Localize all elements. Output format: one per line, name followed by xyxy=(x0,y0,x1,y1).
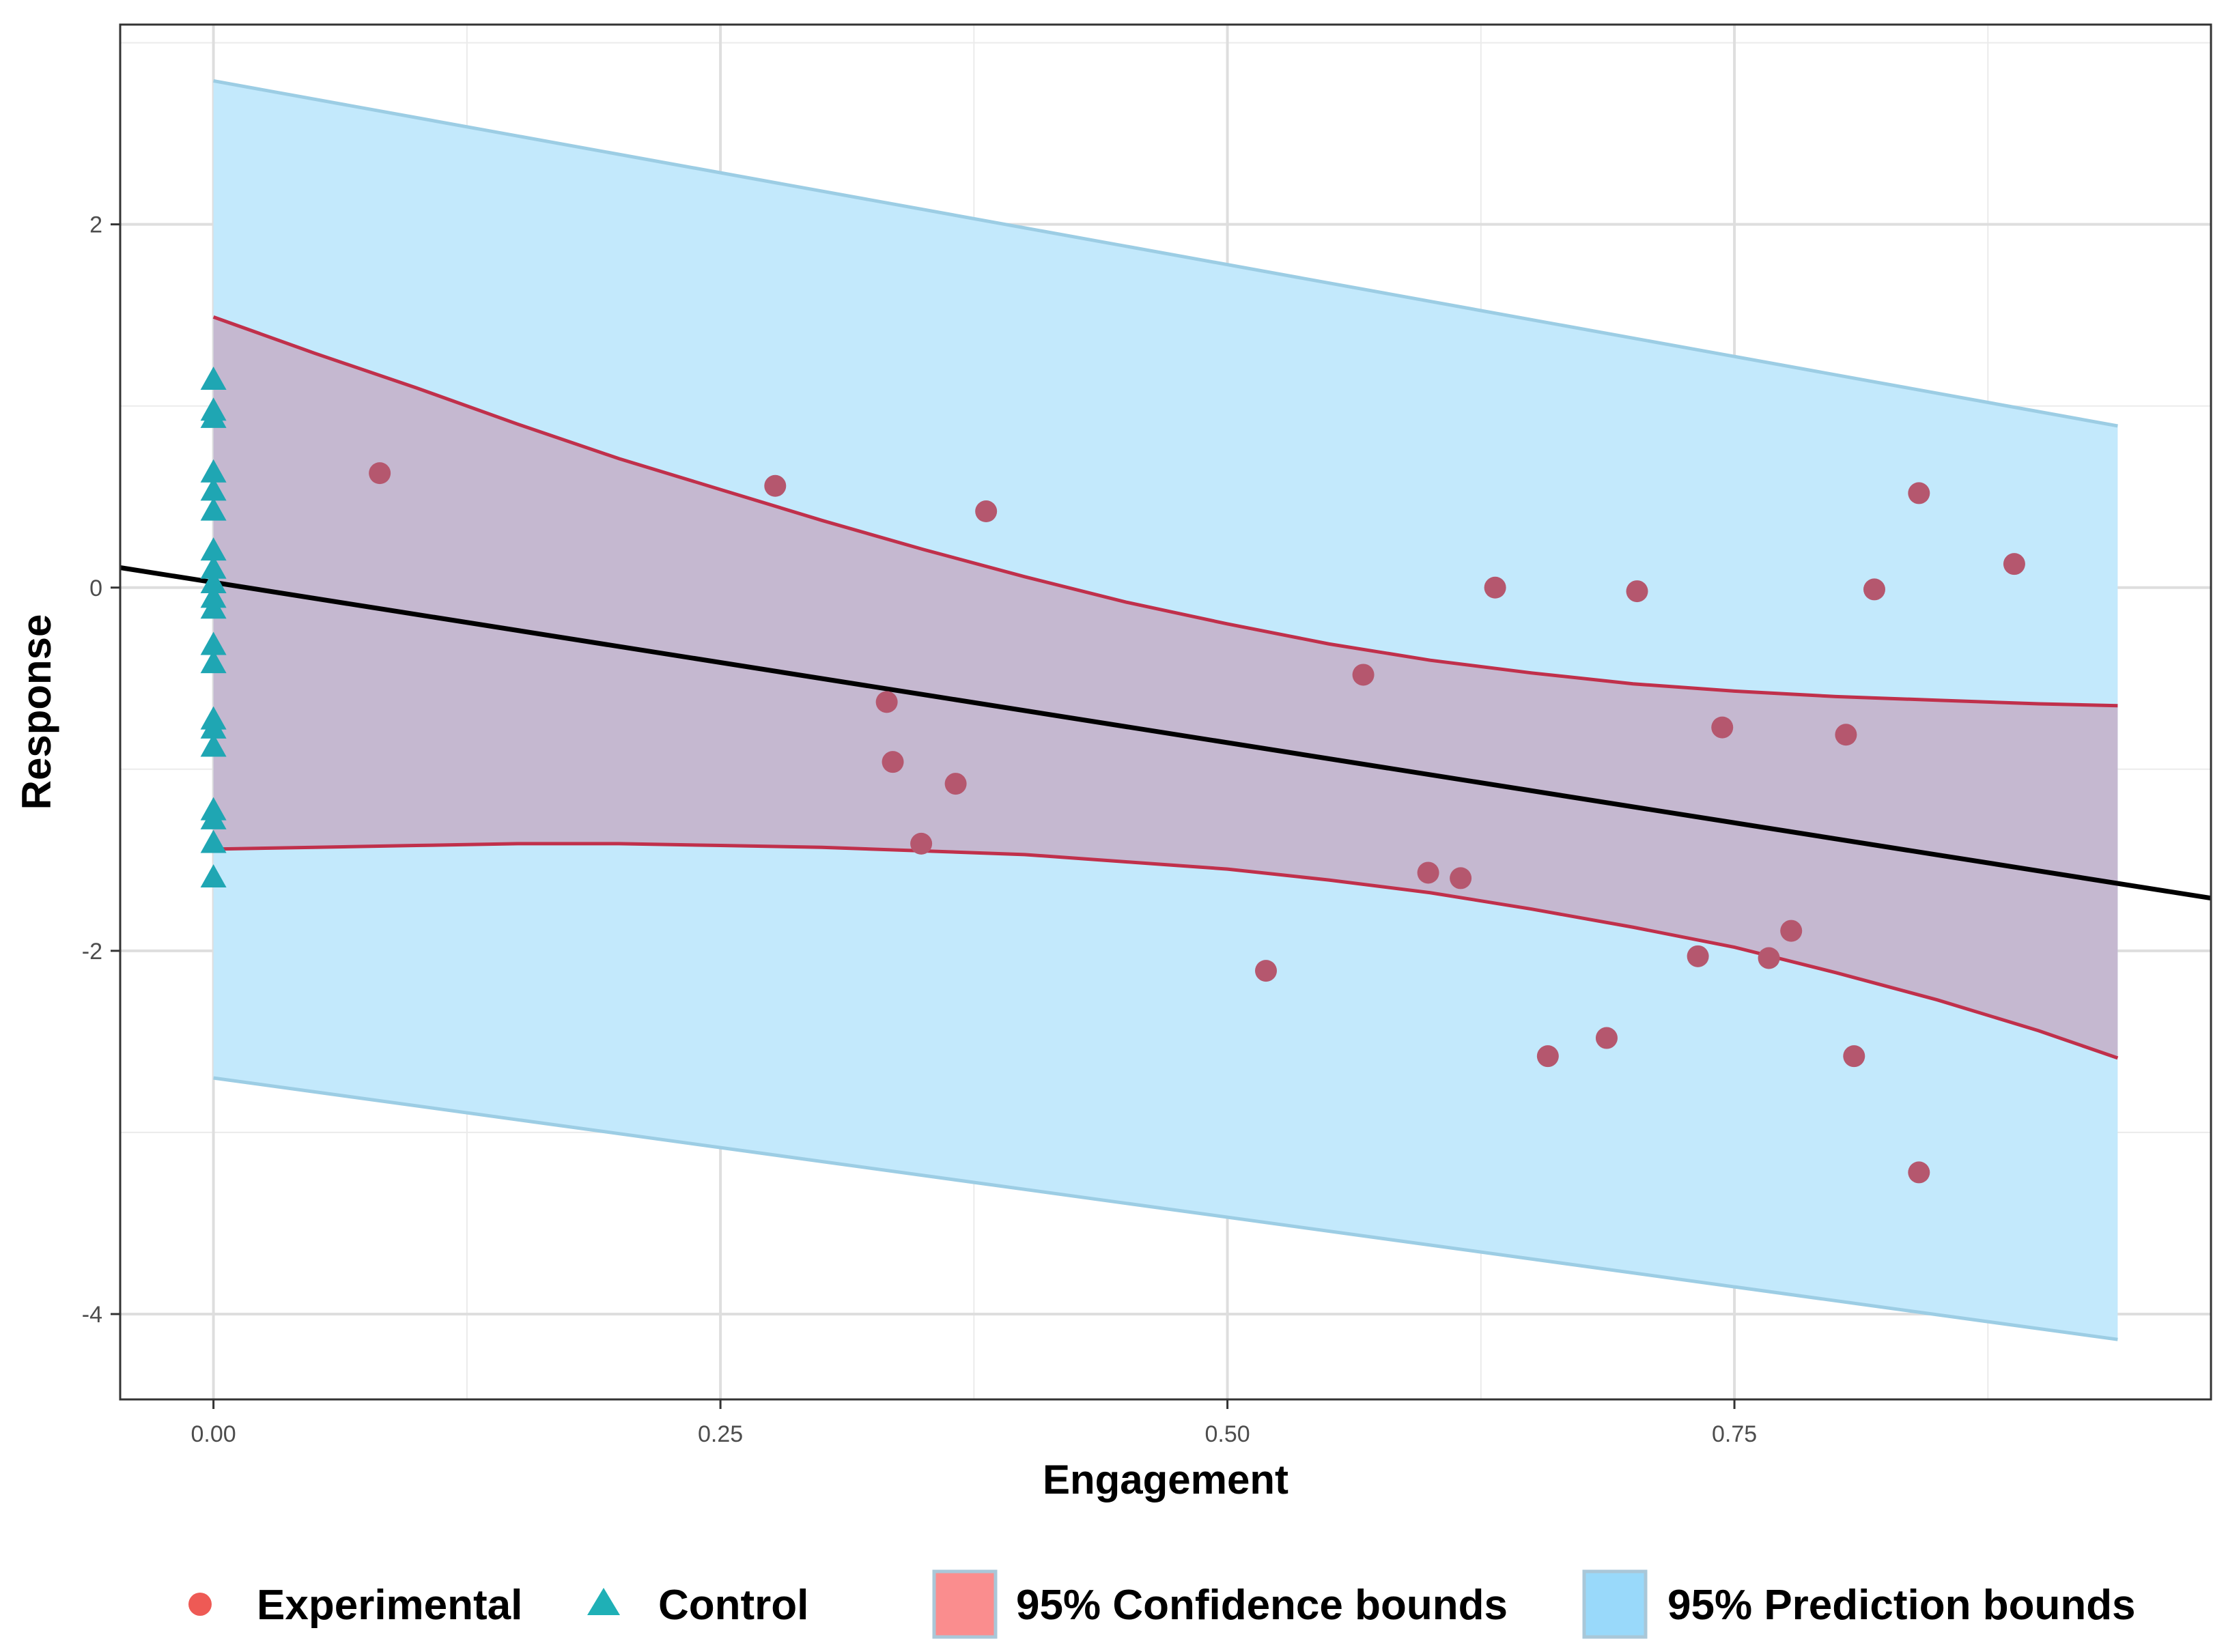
control-point xyxy=(200,715,227,739)
experimental-point xyxy=(1908,1161,1930,1184)
legend-item-experimental: Experimental xyxy=(188,1582,522,1629)
legend: Experimental Control 95% Confidence bounds… xyxy=(188,1569,2136,1639)
control-point xyxy=(200,459,227,483)
legend-label: Experimental xyxy=(257,1582,522,1629)
experimental-points xyxy=(369,462,2025,1184)
control-point xyxy=(200,733,227,757)
confidence-band xyxy=(212,315,2119,1060)
control-point xyxy=(200,570,227,594)
experimental-point xyxy=(1758,947,1780,969)
plot-panel-border xyxy=(119,23,2212,1401)
experimental-point xyxy=(1352,664,1375,686)
x-tick-label: 0.00 xyxy=(191,1421,236,1447)
y-tick-label: 0 xyxy=(89,575,102,601)
experimental-point xyxy=(764,474,787,497)
experimental-point xyxy=(1711,716,1734,739)
legend-swatch-icon xyxy=(932,1569,998,1639)
x-tick-labels: 0.00 0.25 0.50 0.75 xyxy=(191,1421,1758,1447)
prediction-upper-line xyxy=(213,79,2118,428)
experimental-point xyxy=(1484,576,1506,599)
legend-label: 95% Prediction bounds xyxy=(1667,1582,2136,1629)
legend-triangle-icon xyxy=(587,1588,620,1615)
y-tick-label: 2 xyxy=(89,212,102,238)
control-point xyxy=(200,631,227,655)
legend-item-95-prediction-bounds: 95% Prediction bounds xyxy=(1582,1569,2136,1639)
experimental-point xyxy=(1536,1045,1559,1068)
experimental-point xyxy=(910,832,933,855)
control-point xyxy=(200,477,227,501)
experimental-point xyxy=(1863,578,1885,601)
confidence-lower-line xyxy=(213,842,2119,1060)
x-tick-label: 0.25 xyxy=(698,1421,743,1447)
experimental-point xyxy=(1626,580,1648,603)
experimental-point xyxy=(1843,1045,1865,1068)
experimental-point xyxy=(369,462,391,485)
confidence-upper-line xyxy=(212,315,2118,708)
experimental-point xyxy=(944,773,967,795)
experimental-point xyxy=(1780,920,1803,942)
experimental-point xyxy=(882,751,904,773)
control-point xyxy=(200,497,227,521)
control-point xyxy=(200,404,227,428)
experimental-point xyxy=(1835,724,1857,746)
control-points xyxy=(200,367,227,888)
control-point xyxy=(200,555,227,579)
control-point xyxy=(200,537,227,561)
control-point xyxy=(200,829,227,853)
control-point xyxy=(200,806,227,829)
y-tick-label: -2 xyxy=(82,939,102,965)
control-point xyxy=(200,650,227,674)
legend-circle-icon xyxy=(188,1593,212,1616)
experimental-point xyxy=(1687,945,1709,967)
experimental-point xyxy=(875,691,898,713)
control-point xyxy=(200,595,227,619)
axis-ticks xyxy=(111,223,1736,1409)
x-tick-label: 0.75 xyxy=(1712,1421,1757,1447)
control-point xyxy=(200,367,227,390)
experimental-point xyxy=(1255,960,1278,982)
experimental-point xyxy=(2003,553,2025,575)
control-point xyxy=(200,864,227,888)
experimental-point xyxy=(1595,1027,1618,1049)
experimental-point xyxy=(975,500,998,523)
legend-label: 95% Confidence bounds xyxy=(1016,1582,1508,1629)
legend-item-95-confidence-bounds: 95% Confidence bounds xyxy=(932,1569,1508,1639)
confidence-band-fill xyxy=(213,317,2118,1058)
legend-item-control: Control xyxy=(587,1582,808,1629)
regression-line-path xyxy=(119,565,2212,901)
legend-label: Control xyxy=(658,1582,808,1629)
experimental-point xyxy=(1417,861,1439,884)
y-tick-label: -4 xyxy=(82,1302,102,1328)
x-axis-title: Engagement xyxy=(1043,1457,1288,1503)
regression-line xyxy=(119,565,2212,901)
legend-swatch-icon xyxy=(1582,1569,1648,1639)
y-axis-title: Response xyxy=(14,614,59,810)
experimental-point xyxy=(1908,482,1930,504)
prediction-lower-line xyxy=(213,1076,2118,1341)
x-tick-label: 0.50 xyxy=(1204,1421,1250,1447)
y-tick-labels: -4 -2 0 2 xyxy=(82,212,102,1328)
experimental-point xyxy=(1450,867,1472,889)
